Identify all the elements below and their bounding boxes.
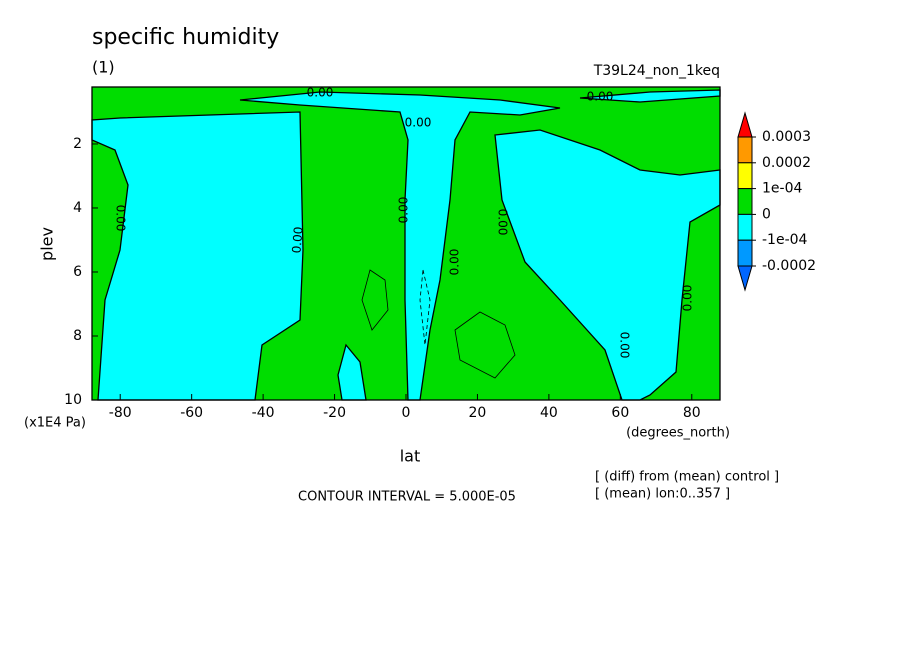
contour-region (239, 91, 561, 401)
contour-region (494, 129, 721, 401)
contour-region (337, 343, 367, 401)
x-units: (degrees_north) (626, 426, 730, 441)
contour-label: 0.00 (289, 226, 305, 254)
note: [ (diff) from (mean) control ] (595, 470, 779, 485)
colorbar-box (737, 239, 753, 267)
run-label: T39L24_non_1keq (593, 63, 720, 79)
colorbar-arrow (737, 265, 753, 292)
x-axis-label: lat (400, 447, 421, 466)
x-tick-label: 0 (402, 405, 411, 421)
colorbar-box (737, 162, 753, 190)
subtitle: (1) (92, 58, 115, 77)
x-tick-label: 20 (469, 405, 487, 421)
colorbar-label: -1e-04 (762, 232, 808, 248)
chart-title: specific humidity (92, 25, 279, 50)
plot-area (91, 86, 721, 401)
y-axis-label: plev (38, 227, 57, 261)
contour-label: 0.00 (496, 209, 510, 236)
contour-label: 0.00 (681, 285, 695, 312)
contour-label: 0.00 (397, 197, 411, 224)
contour-lines (361, 269, 516, 379)
x-tick-label: 80 (683, 405, 701, 421)
contour-label: 0.00 (587, 90, 614, 104)
x-tick-label: -20 (323, 405, 346, 421)
contour-line (454, 311, 516, 379)
x-tick-label: 40 (540, 405, 558, 421)
colorbar-box (737, 213, 753, 241)
colorbar-arrow (737, 111, 753, 138)
y-tick-label: 2 (73, 136, 82, 152)
colorbar-label: 0 (762, 206, 771, 222)
y-tick-label: 6 (73, 264, 82, 280)
contour-region (91, 111, 304, 401)
contour-label: 0.00 (114, 205, 128, 232)
x-tick-label: -40 (252, 405, 275, 421)
colorbar-label: 0.0002 (762, 155, 811, 171)
colorbar-label: -0.0002 (762, 258, 816, 274)
contour-label: 0.00 (448, 249, 462, 276)
contour-label: 0.00 (405, 116, 432, 130)
colorbar-label: 0.0003 (762, 129, 811, 145)
colorbar-box (737, 188, 753, 215)
colorbar-box (737, 136, 753, 164)
contour-line (361, 269, 389, 331)
contour-label: 0.00 (307, 86, 334, 100)
note: [ (mean) lon:0..357 ] (595, 487, 730, 502)
x-tick-label: -60 (180, 405, 203, 421)
contour-regions (91, 89, 721, 401)
y-tick-label: 10 (64, 392, 82, 408)
colorbar-label: 1e-04 (762, 181, 802, 197)
y-units: (x1E4 Pa) (24, 416, 86, 431)
contour-label: 0.00 (618, 332, 632, 359)
x-tick-label: -80 (109, 405, 132, 421)
y-tick-label: 4 (73, 200, 82, 216)
x-tick-label: 60 (611, 405, 629, 421)
contour-interval: CONTOUR INTERVAL = 5.000E-05 (298, 490, 516, 505)
y-tick-label: 8 (73, 328, 82, 344)
